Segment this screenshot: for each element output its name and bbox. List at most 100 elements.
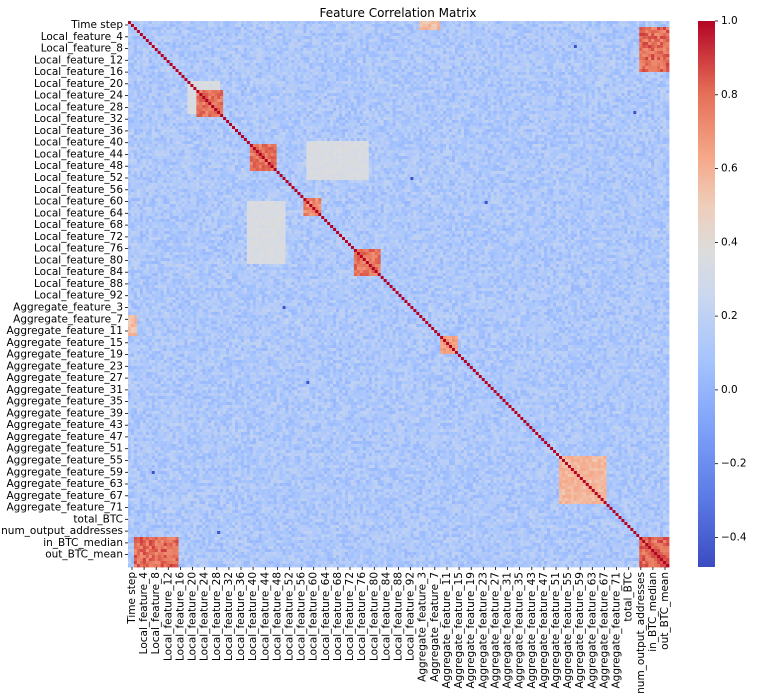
heatmap-cell bbox=[208, 39, 212, 43]
heatmap-cell bbox=[380, 60, 385, 64]
heatmap-cell bbox=[615, 84, 619, 88]
heatmap-cell bbox=[454, 69, 459, 73]
heatmap-cell bbox=[428, 84, 432, 88]
heatmap-cell bbox=[350, 93, 355, 97]
heatmap-cell bbox=[368, 102, 373, 106]
heatmap-cell bbox=[496, 81, 500, 85]
heatmap-cell bbox=[347, 66, 352, 70]
heatmap-cell bbox=[383, 90, 388, 94]
heatmap-cell bbox=[356, 72, 361, 76]
heatmap-cell bbox=[633, 36, 637, 40]
heatmap-cell bbox=[288, 96, 292, 100]
heatmap-cell bbox=[600, 93, 604, 97]
heatmap-cell bbox=[657, 87, 661, 91]
heatmap-cell bbox=[380, 48, 385, 52]
heatmap-cell bbox=[520, 87, 527, 91]
heatmap-cell bbox=[541, 36, 545, 40]
heatmap-cell bbox=[484, 66, 489, 70]
heatmap-cell bbox=[344, 33, 349, 37]
heatmap-cell bbox=[199, 42, 203, 46]
heatmap-cell bbox=[404, 72, 408, 76]
heatmap-cell bbox=[446, 96, 450, 100]
heatmap-cell bbox=[220, 33, 224, 37]
heatmap-cell bbox=[347, 102, 352, 106]
heatmap-cell bbox=[344, 93, 349, 97]
heatmap-cell bbox=[648, 87, 652, 91]
heatmap-cell bbox=[232, 96, 236, 100]
heatmap-cell bbox=[493, 87, 497, 91]
heatmap-cell bbox=[496, 51, 500, 55]
heatmap-cell bbox=[511, 90, 515, 94]
heatmap-cell bbox=[223, 42, 227, 46]
heatmap-cell bbox=[273, 39, 278, 43]
heatmap-cell bbox=[585, 78, 593, 82]
heatmap-cell bbox=[526, 57, 530, 61]
heatmap-cell bbox=[285, 30, 289, 34]
heatmap-cell bbox=[550, 57, 554, 61]
heatmap-cell bbox=[398, 36, 402, 40]
heatmap-cell bbox=[336, 93, 340, 97]
heatmap-cell bbox=[487, 75, 492, 79]
heatmap-cell bbox=[178, 99, 182, 103]
heatmap-cell bbox=[330, 24, 334, 28]
heatmap-cell bbox=[573, 33, 578, 37]
heatmap-cell bbox=[383, 21, 388, 25]
heatmap-cell bbox=[466, 57, 471, 61]
heatmap-cell bbox=[353, 57, 358, 61]
heatmap-cell bbox=[139, 39, 144, 43]
heatmap-cell bbox=[553, 93, 557, 97]
heatmap-cell bbox=[493, 72, 497, 76]
heatmap-cell bbox=[490, 72, 495, 76]
heatmap-cell bbox=[350, 84, 355, 88]
heatmap-cell bbox=[386, 51, 390, 55]
heatmap-cell bbox=[362, 87, 367, 91]
heatmap-cell bbox=[365, 33, 370, 37]
heatmap-cell bbox=[573, 96, 578, 100]
heatmap-cell bbox=[553, 24, 557, 28]
heatmap-cell bbox=[449, 99, 453, 103]
heatmap-cell bbox=[139, 102, 144, 106]
heatmap-cell bbox=[588, 63, 593, 67]
heatmap-cell bbox=[377, 93, 382, 97]
heatmap-cell bbox=[196, 96, 200, 100]
heatmap-cell bbox=[232, 75, 236, 79]
heatmap-cell bbox=[416, 69, 420, 73]
heatmap-cell bbox=[380, 42, 385, 46]
heatmap-cell bbox=[282, 48, 286, 52]
heatmap-cell bbox=[570, 33, 575, 37]
heatmap-cell bbox=[419, 39, 423, 43]
heatmap-cell bbox=[211, 66, 215, 70]
heatmap-cell bbox=[267, 30, 272, 34]
heatmap-cell bbox=[178, 27, 182, 31]
heatmap-cell bbox=[181, 30, 185, 34]
heatmap-cell bbox=[169, 30, 173, 34]
heatmap-cell bbox=[187, 39, 191, 43]
heatmap-cell bbox=[612, 84, 616, 88]
heatmap-cell bbox=[220, 99, 224, 103]
heatmap-cell bbox=[636, 99, 640, 103]
heatmap-cell bbox=[437, 81, 441, 85]
heatmap-cell bbox=[529, 81, 533, 85]
heatmap-cell bbox=[240, 27, 245, 31]
heatmap-cell bbox=[443, 30, 447, 34]
heatmap-cell bbox=[190, 57, 194, 61]
heatmap-cell bbox=[276, 87, 280, 91]
heatmap-cell bbox=[413, 60, 417, 64]
heatmap-cell bbox=[410, 96, 414, 100]
heatmap-cell bbox=[487, 93, 492, 97]
heatmap-cell bbox=[407, 63, 411, 67]
heatmap-cell bbox=[190, 63, 194, 67]
heatmap-cell bbox=[431, 24, 438, 28]
heatmap-cell bbox=[235, 54, 239, 58]
heatmap-cell bbox=[359, 39, 364, 43]
heatmap-cell bbox=[205, 48, 209, 52]
heatmap-cell bbox=[273, 69, 278, 73]
heatmap-cell bbox=[654, 27, 658, 31]
heatmap-cell bbox=[505, 27, 509, 31]
heatmap-cell bbox=[223, 30, 227, 34]
heatmap-cell bbox=[356, 66, 361, 70]
heatmap-cell bbox=[306, 96, 310, 100]
heatmap-cell bbox=[273, 27, 278, 31]
heatmap-cell bbox=[276, 45, 280, 49]
heatmap-cell bbox=[591, 96, 596, 100]
